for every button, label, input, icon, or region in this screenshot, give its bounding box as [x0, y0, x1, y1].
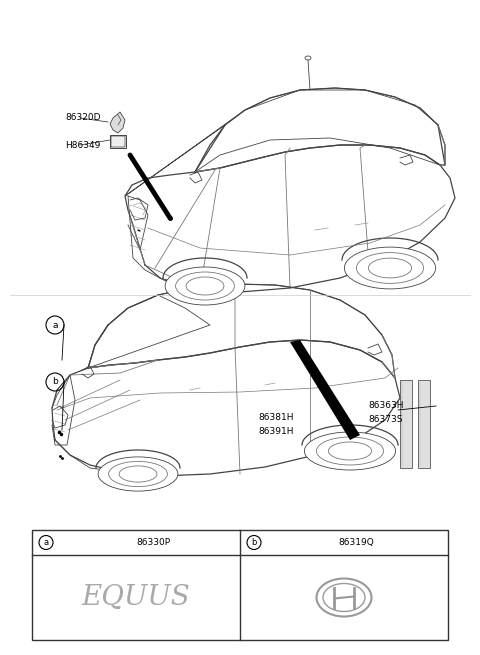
Text: a: a: [43, 538, 48, 547]
Text: 86381H: 86381H: [258, 413, 293, 422]
FancyBboxPatch shape: [400, 380, 412, 468]
Text: H86349: H86349: [65, 141, 100, 149]
Text: 86330P: 86330P: [136, 538, 170, 547]
Polygon shape: [110, 112, 125, 133]
Text: 86363H: 86363H: [368, 402, 404, 411]
FancyBboxPatch shape: [111, 136, 125, 147]
Ellipse shape: [316, 437, 384, 465]
Text: 86391H: 86391H: [258, 428, 293, 436]
Ellipse shape: [369, 258, 412, 278]
Ellipse shape: [328, 442, 372, 460]
Polygon shape: [290, 340, 360, 440]
FancyBboxPatch shape: [32, 530, 448, 640]
Ellipse shape: [344, 247, 436, 289]
Text: b: b: [252, 538, 257, 547]
Ellipse shape: [108, 461, 168, 487]
Ellipse shape: [186, 277, 224, 295]
Ellipse shape: [323, 584, 365, 612]
Ellipse shape: [98, 457, 178, 491]
Text: 86373S: 86373S: [368, 415, 403, 424]
Ellipse shape: [165, 267, 245, 305]
Ellipse shape: [316, 578, 372, 616]
Ellipse shape: [119, 466, 157, 482]
Text: 86319Q: 86319Q: [338, 538, 374, 547]
FancyBboxPatch shape: [418, 380, 430, 468]
Ellipse shape: [305, 56, 311, 60]
Ellipse shape: [176, 272, 234, 300]
Text: a: a: [52, 320, 58, 329]
Text: b: b: [52, 377, 58, 386]
Ellipse shape: [304, 432, 396, 470]
Text: 86320D: 86320D: [65, 113, 100, 122]
Text: EQUUS: EQUUS: [82, 584, 191, 611]
Ellipse shape: [356, 253, 424, 284]
FancyBboxPatch shape: [110, 135, 126, 148]
